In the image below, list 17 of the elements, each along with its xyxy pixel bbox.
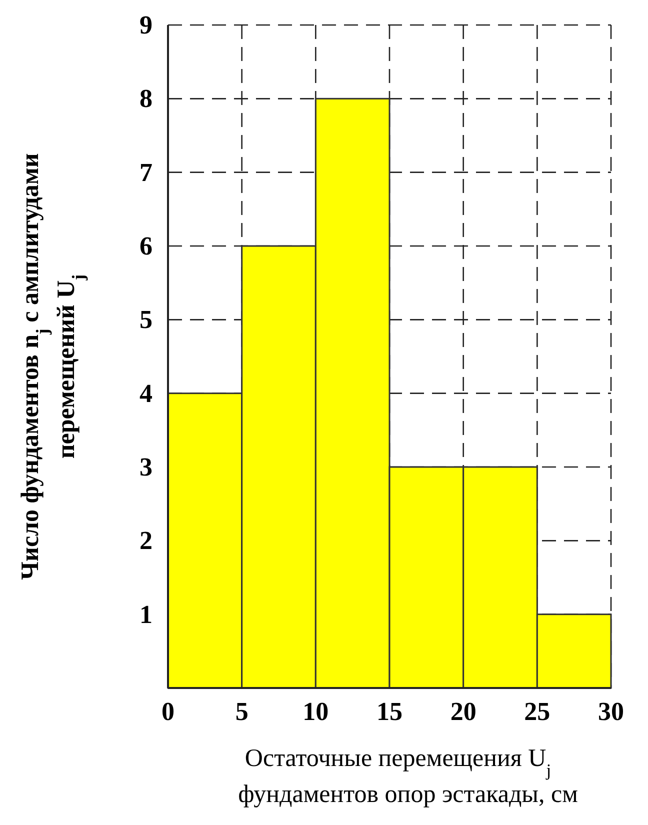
y-tick-label: 3 [140, 452, 152, 482]
x-tick-label: 25 [524, 697, 550, 726]
y-tick-label: 5 [140, 305, 152, 334]
y-tick-label: 1 [140, 600, 152, 629]
y-tick-label: 9 [140, 10, 152, 40]
x-tick-label: 10 [302, 697, 329, 726]
x-tick-label: 5 [235, 697, 248, 726]
y-tick-label: 8 [140, 84, 152, 114]
x-tick-label: 15 [376, 697, 402, 726]
x-tick-label: 0 [162, 697, 174, 726]
x-tick-label: 30 [598, 697, 624, 726]
y-tick-label: 6 [140, 232, 152, 260]
y-tick-label: 7 [140, 158, 152, 187]
y-tick-label: 4 [140, 378, 152, 408]
x-axis-title: Остаточные перемещения U$_{j}$ фундаментов опор эстакады, см [238, 745, 578, 808]
x-tick-label: 20 [450, 697, 476, 726]
y-tick-label: 2 [140, 526, 152, 556]
